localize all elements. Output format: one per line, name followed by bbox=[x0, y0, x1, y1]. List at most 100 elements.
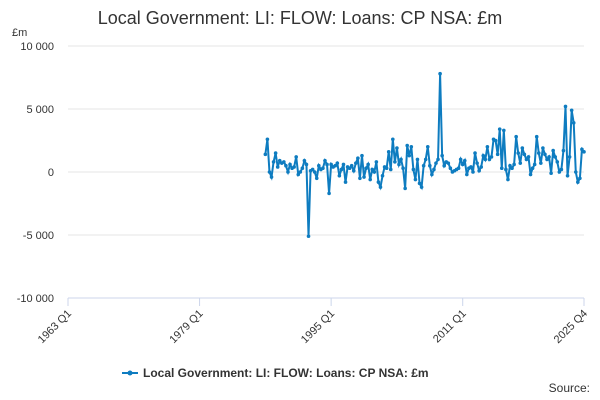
data-point bbox=[534, 134, 539, 139]
data-point bbox=[358, 176, 362, 181]
data-point bbox=[292, 165, 296, 169]
data-point bbox=[508, 163, 512, 168]
data-point bbox=[495, 152, 500, 157]
data-point bbox=[465, 172, 469, 177]
x-tick-label: 1979 Q1 bbox=[167, 308, 205, 346]
data-point bbox=[321, 166, 325, 171]
data-point bbox=[430, 172, 434, 177]
data-point bbox=[405, 143, 410, 148]
data-point bbox=[541, 146, 545, 150]
data-point bbox=[362, 175, 366, 179]
data-point bbox=[364, 166, 368, 171]
data-point bbox=[504, 167, 508, 172]
data-point bbox=[294, 155, 298, 159]
data-point bbox=[325, 162, 329, 167]
data-point bbox=[512, 162, 516, 167]
data-point bbox=[263, 152, 268, 157]
data-point bbox=[563, 104, 568, 109]
data-point bbox=[502, 128, 506, 133]
data-point bbox=[473, 151, 477, 155]
data-point bbox=[543, 152, 547, 157]
data-point bbox=[409, 145, 414, 149]
data-point bbox=[374, 160, 379, 164]
data-point bbox=[438, 71, 442, 76]
data-point bbox=[360, 153, 364, 158]
data-point bbox=[561, 148, 566, 153]
data-point bbox=[314, 176, 319, 181]
data-point bbox=[413, 177, 418, 182]
data-line bbox=[264, 73, 585, 237]
data-point bbox=[417, 181, 422, 186]
data-point bbox=[368, 177, 372, 182]
data-point bbox=[351, 168, 356, 173]
data-point bbox=[549, 171, 553, 176]
data-point bbox=[366, 162, 370, 167]
data-point bbox=[532, 162, 537, 167]
data-point bbox=[487, 157, 492, 162]
data-point bbox=[372, 170, 377, 174]
data-point bbox=[485, 145, 490, 149]
data-point bbox=[300, 166, 305, 171]
data-point bbox=[267, 170, 272, 174]
data-point bbox=[518, 161, 523, 165]
data-point bbox=[573, 170, 578, 174]
data-point bbox=[399, 157, 403, 162]
data-point bbox=[275, 165, 280, 169]
x-tick-label: 1995 Q1 bbox=[299, 308, 337, 346]
data-point bbox=[284, 163, 288, 168]
data-point bbox=[440, 153, 444, 158]
data-point bbox=[528, 172, 533, 177]
data-point bbox=[514, 134, 518, 139]
data-point bbox=[302, 158, 307, 163]
data-point bbox=[545, 157, 549, 162]
data-point bbox=[576, 180, 580, 184]
data-point bbox=[458, 157, 463, 162]
data-point bbox=[481, 153, 486, 158]
data-point bbox=[520, 146, 525, 150]
data-point bbox=[378, 185, 383, 189]
data-point bbox=[469, 165, 473, 169]
data-point bbox=[397, 162, 401, 167]
data-point bbox=[522, 152, 527, 157]
data-point bbox=[341, 162, 346, 167]
legend-symbol bbox=[127, 370, 133, 376]
data-point bbox=[547, 155, 551, 159]
data-point bbox=[419, 185, 424, 189]
data-point bbox=[337, 173, 342, 178]
data-point bbox=[582, 150, 586, 154]
data-point bbox=[288, 162, 292, 167]
data-point bbox=[479, 165, 484, 169]
data-point bbox=[282, 160, 286, 164]
data-point bbox=[354, 161, 358, 165]
data-point bbox=[567, 155, 572, 159]
y-tick-label: -10 000 bbox=[17, 293, 54, 305]
data-point bbox=[380, 173, 385, 178]
data-point bbox=[310, 167, 315, 172]
data-point bbox=[401, 166, 405, 171]
data-point bbox=[403, 186, 407, 191]
data-point bbox=[565, 173, 570, 178]
data-point bbox=[432, 167, 436, 172]
data-point bbox=[578, 176, 582, 181]
data-point bbox=[277, 158, 282, 163]
data-point bbox=[388, 167, 393, 172]
data-point bbox=[298, 170, 303, 174]
data-point bbox=[347, 166, 352, 171]
data-point bbox=[312, 170, 317, 174]
data-point bbox=[421, 163, 426, 168]
data-point bbox=[391, 137, 395, 142]
data-point bbox=[553, 155, 558, 159]
data-point bbox=[569, 108, 574, 113]
data-point bbox=[471, 170, 475, 174]
data-point bbox=[456, 166, 461, 171]
data-point bbox=[442, 163, 447, 168]
data-point bbox=[393, 160, 397, 164]
data-point bbox=[423, 157, 428, 162]
data-point bbox=[407, 153, 412, 158]
data-point bbox=[580, 147, 584, 152]
data-point bbox=[269, 175, 274, 179]
data-point bbox=[265, 137, 270, 142]
y-unit: £m bbox=[12, 27, 27, 39]
data-point bbox=[335, 161, 340, 165]
data-point bbox=[323, 158, 327, 163]
